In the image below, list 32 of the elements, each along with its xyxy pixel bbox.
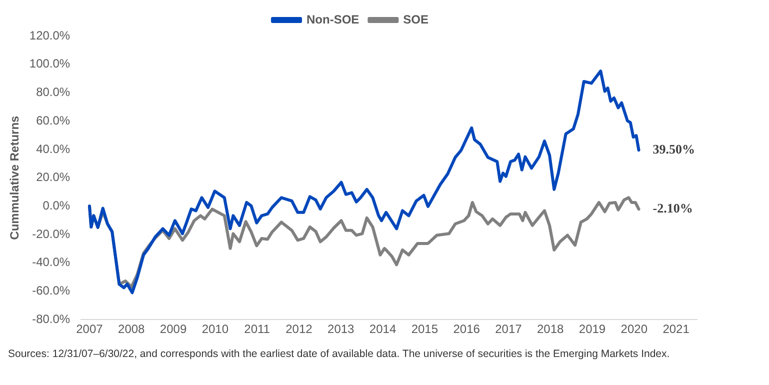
y-tick-label: 60.0%: [36, 113, 70, 128]
legend-label: SOE: [403, 12, 429, 26]
y-tick-label: 20.0%: [36, 170, 70, 184]
legend-label: Non-SOE: [306, 12, 360, 26]
source-note: Sources: 12/31/07–6/30/22, and corresponds with the earliest date of available data. The universe of securities is the Emerging Markets Index.: [8, 348, 671, 361]
x-tick-label: 2007: [76, 322, 104, 336]
annotation: -2.10%: [652, 200, 693, 216]
x-tick-label: 2018: [537, 322, 564, 336]
x-tick-label: 2010: [202, 322, 229, 336]
x-tick-label: 2021: [662, 322, 690, 336]
y-tick-label: 40.0%: [36, 142, 70, 156]
x-tick-label: 2013: [328, 322, 355, 336]
x-tick-label: 2017: [495, 322, 522, 336]
y-tick-label: -20.0%: [32, 226, 70, 241]
y-tick-label: 80.0%: [36, 85, 70, 100]
y-tick-label: 120.0%: [29, 28, 70, 42]
x-tick-label: 2008: [118, 322, 146, 336]
x-tick-label: 2014: [369, 322, 396, 336]
x-tick-label: 2009: [160, 322, 187, 336]
x-tick-label: 2015: [411, 322, 438, 336]
y-tick-label: 100.0%: [29, 56, 70, 71]
y-tick-label: -40.0%: [32, 255, 70, 270]
x-tick-label: 2020: [620, 322, 648, 336]
x-tick-label: 2011: [244, 322, 270, 336]
x-tick-label: 2019: [578, 322, 606, 336]
x-tick-label: 2012: [286, 322, 313, 336]
y-tick-label: -60.0%: [32, 284, 70, 298]
y-tick-label: -80.0%: [32, 312, 70, 326]
x-tick-label: 2016: [453, 322, 480, 336]
annotation: 39.50%: [652, 142, 696, 157]
y-tick-label: 0.0%: [42, 198, 70, 212]
y-axis-title: Cummulative Returns: [8, 115, 22, 240]
